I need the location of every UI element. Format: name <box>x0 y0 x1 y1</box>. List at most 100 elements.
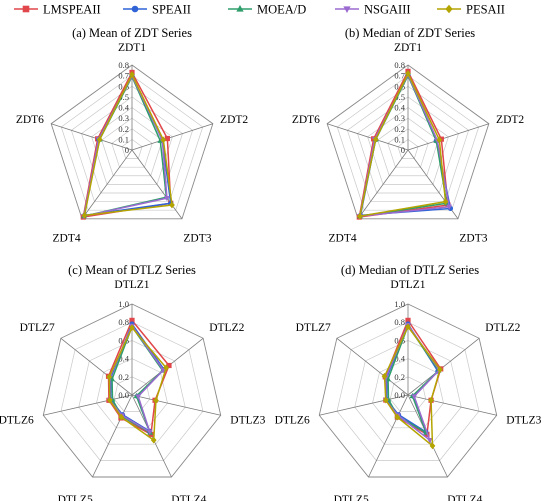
grid-ring <box>78 340 186 445</box>
tick-label: 0.2 <box>394 372 405 382</box>
data-point-pesaii-dtlz2 <box>163 364 170 372</box>
data-point-pesaii-dtlz7 <box>106 373 113 381</box>
axis-labels: ZDT1 ZDT2 ZDT3 ZDT4 ZDT6 <box>292 42 525 245</box>
data-point-pesaii-zdt4 <box>357 212 363 220</box>
data-point-pesaii-dtlz4 <box>150 436 157 444</box>
tick-label: 0 <box>125 145 129 155</box>
axis-label-dtlz5: DTLZ5 <box>58 494 93 501</box>
tick-label: 0.2 <box>118 124 129 134</box>
data-point-lmspeaii-zdt2 <box>164 135 170 142</box>
tick-label: 1.0 <box>118 299 129 309</box>
axis-label-dtlz2: DTLZ2 <box>485 322 520 334</box>
axis-label-dtlz3: DTLZ3 <box>230 414 265 426</box>
data-point-nsgaiii-dtlz3 <box>135 394 142 400</box>
series-line-pesaii <box>83 73 173 217</box>
axis-label-dtlz4: DTLZ4 <box>171 494 206 501</box>
axis-label-dtlz1: DTLZ1 <box>390 279 425 291</box>
grid-ring <box>101 117 163 177</box>
axis-label-zdt4: ZDT4 <box>53 233 81 245</box>
tick-labels: 00.10.20.30.40.50.60.70.8 <box>118 60 129 155</box>
axis-label-zdt2: ZDT2 <box>220 114 248 126</box>
legend-entry-speaii: SPEAII <box>123 3 191 17</box>
grid-ring <box>70 85 194 202</box>
axis-spoke <box>92 394 133 478</box>
axis-spoke <box>319 394 409 416</box>
axis-labels: ZDT1 ZDT2 ZDT3 ZDT4 ZDT6 <box>16 42 249 245</box>
legend-entry-moea-d: MOEA/D <box>228 3 306 17</box>
axis-label-dtlz4: DTLZ4 <box>447 494 482 501</box>
axis-spoke <box>336 337 409 396</box>
radar-grid <box>326 64 490 220</box>
legend-label: MOEA/D <box>257 3 306 17</box>
data-point-pesaii-zdt6 <box>372 136 379 143</box>
data-point-pesaii-dtlz5 <box>394 413 401 421</box>
axis-spoke <box>81 149 133 220</box>
legend-entry-lmspeaii: LMSPEAII <box>14 3 101 17</box>
tick-label: 0.8 <box>394 60 405 70</box>
tick-label: 0.7 <box>118 71 129 81</box>
grid-ring <box>50 64 214 220</box>
radar-panels: (a) Mean of ZDT Series00.10.20.30.40.50.… <box>0 26 542 501</box>
data-point-lmspeaii-dtlz2 <box>166 362 172 369</box>
grid-ring <box>81 96 183 194</box>
axis-spoke <box>131 394 221 416</box>
series-line-pesaii <box>359 72 447 217</box>
data-point-pesaii-dtlz6 <box>382 396 389 404</box>
data-point-lmspeaii-dtlz1 <box>405 317 411 323</box>
tick-label: 0.6 <box>118 81 129 91</box>
panel-title: (c) Mean of DTLZ Series <box>68 263 196 277</box>
data-point-nsgaiii-zdt3 <box>164 196 170 202</box>
axis-label-zdt1: ZDT1 <box>118 42 146 54</box>
radar-panel-4: (d) Median of DTLZ Series0.00.20.40.60.8… <box>275 263 542 501</box>
data-point-pesaii-dtlz3 <box>428 396 434 404</box>
axis-spoke <box>131 123 213 151</box>
data-point-pesaii-dtlz7 <box>381 372 388 380</box>
axis-label-dtlz1: DTLZ1 <box>114 279 149 291</box>
grid-ring <box>121 138 143 159</box>
legend-marker-speaii <box>131 5 139 13</box>
tick-label: 0.8 <box>118 60 129 70</box>
grid-ring <box>318 303 498 478</box>
axis-spoke <box>368 394 409 478</box>
data-point-pesaii-zdt2 <box>436 136 443 144</box>
axis-label-zdt3: ZDT3 <box>459 233 487 245</box>
legend-label: PESAII <box>466 3 505 17</box>
axis-spoke <box>43 394 133 416</box>
legend-label: NSGAIII <box>364 3 411 17</box>
legend-marker-moea-d <box>236 5 244 12</box>
data-point-pesaii-dtlz6 <box>106 396 113 404</box>
data-point-pesaii-dtlz1 <box>405 323 411 331</box>
legend-marker-lmspeaii <box>22 5 30 13</box>
legend-label: LMSPEAII <box>43 3 101 17</box>
series-group <box>105 317 172 444</box>
data-point-nsgaiii-dtlz4 <box>146 429 153 436</box>
grid-ring <box>354 340 462 445</box>
data-point-pesaii-zdt1 <box>129 71 135 78</box>
axis-spoke <box>60 337 133 396</box>
series-line-nsgaiii <box>385 324 441 441</box>
data-point-pesaii-dtlz5 <box>118 413 125 421</box>
tick-label: 0.4 <box>118 354 129 364</box>
axis-spoke <box>407 394 497 416</box>
axis-label-dtlz6: DTLZ6 <box>275 414 310 426</box>
axis-label-dtlz7: DTLZ7 <box>20 322 55 334</box>
series-group <box>381 317 444 450</box>
tick-label: 0.0 <box>394 390 405 400</box>
tick-label: 0.4 <box>394 354 405 364</box>
series-line-pesaii <box>383 326 441 447</box>
tick-label: 0.5 <box>118 92 129 102</box>
axis-label-zdt3: ZDT3 <box>183 233 211 245</box>
legend-marker-pesaii <box>445 4 453 14</box>
grid-ring <box>397 138 419 159</box>
axis-label-zdt2: ZDT2 <box>496 114 524 126</box>
series-group <box>356 68 454 220</box>
legend-entry-nsgaiii: NSGAIII <box>335 3 411 17</box>
data-point-nsgaiii-dtlz4 <box>426 438 433 444</box>
grid-ring <box>111 128 153 168</box>
grid-ring <box>387 128 429 168</box>
axis-spoke <box>131 149 183 220</box>
tick-label: 0.1 <box>118 134 129 144</box>
axis-spoke <box>407 123 489 151</box>
tick-label: 0.4 <box>394 103 405 113</box>
